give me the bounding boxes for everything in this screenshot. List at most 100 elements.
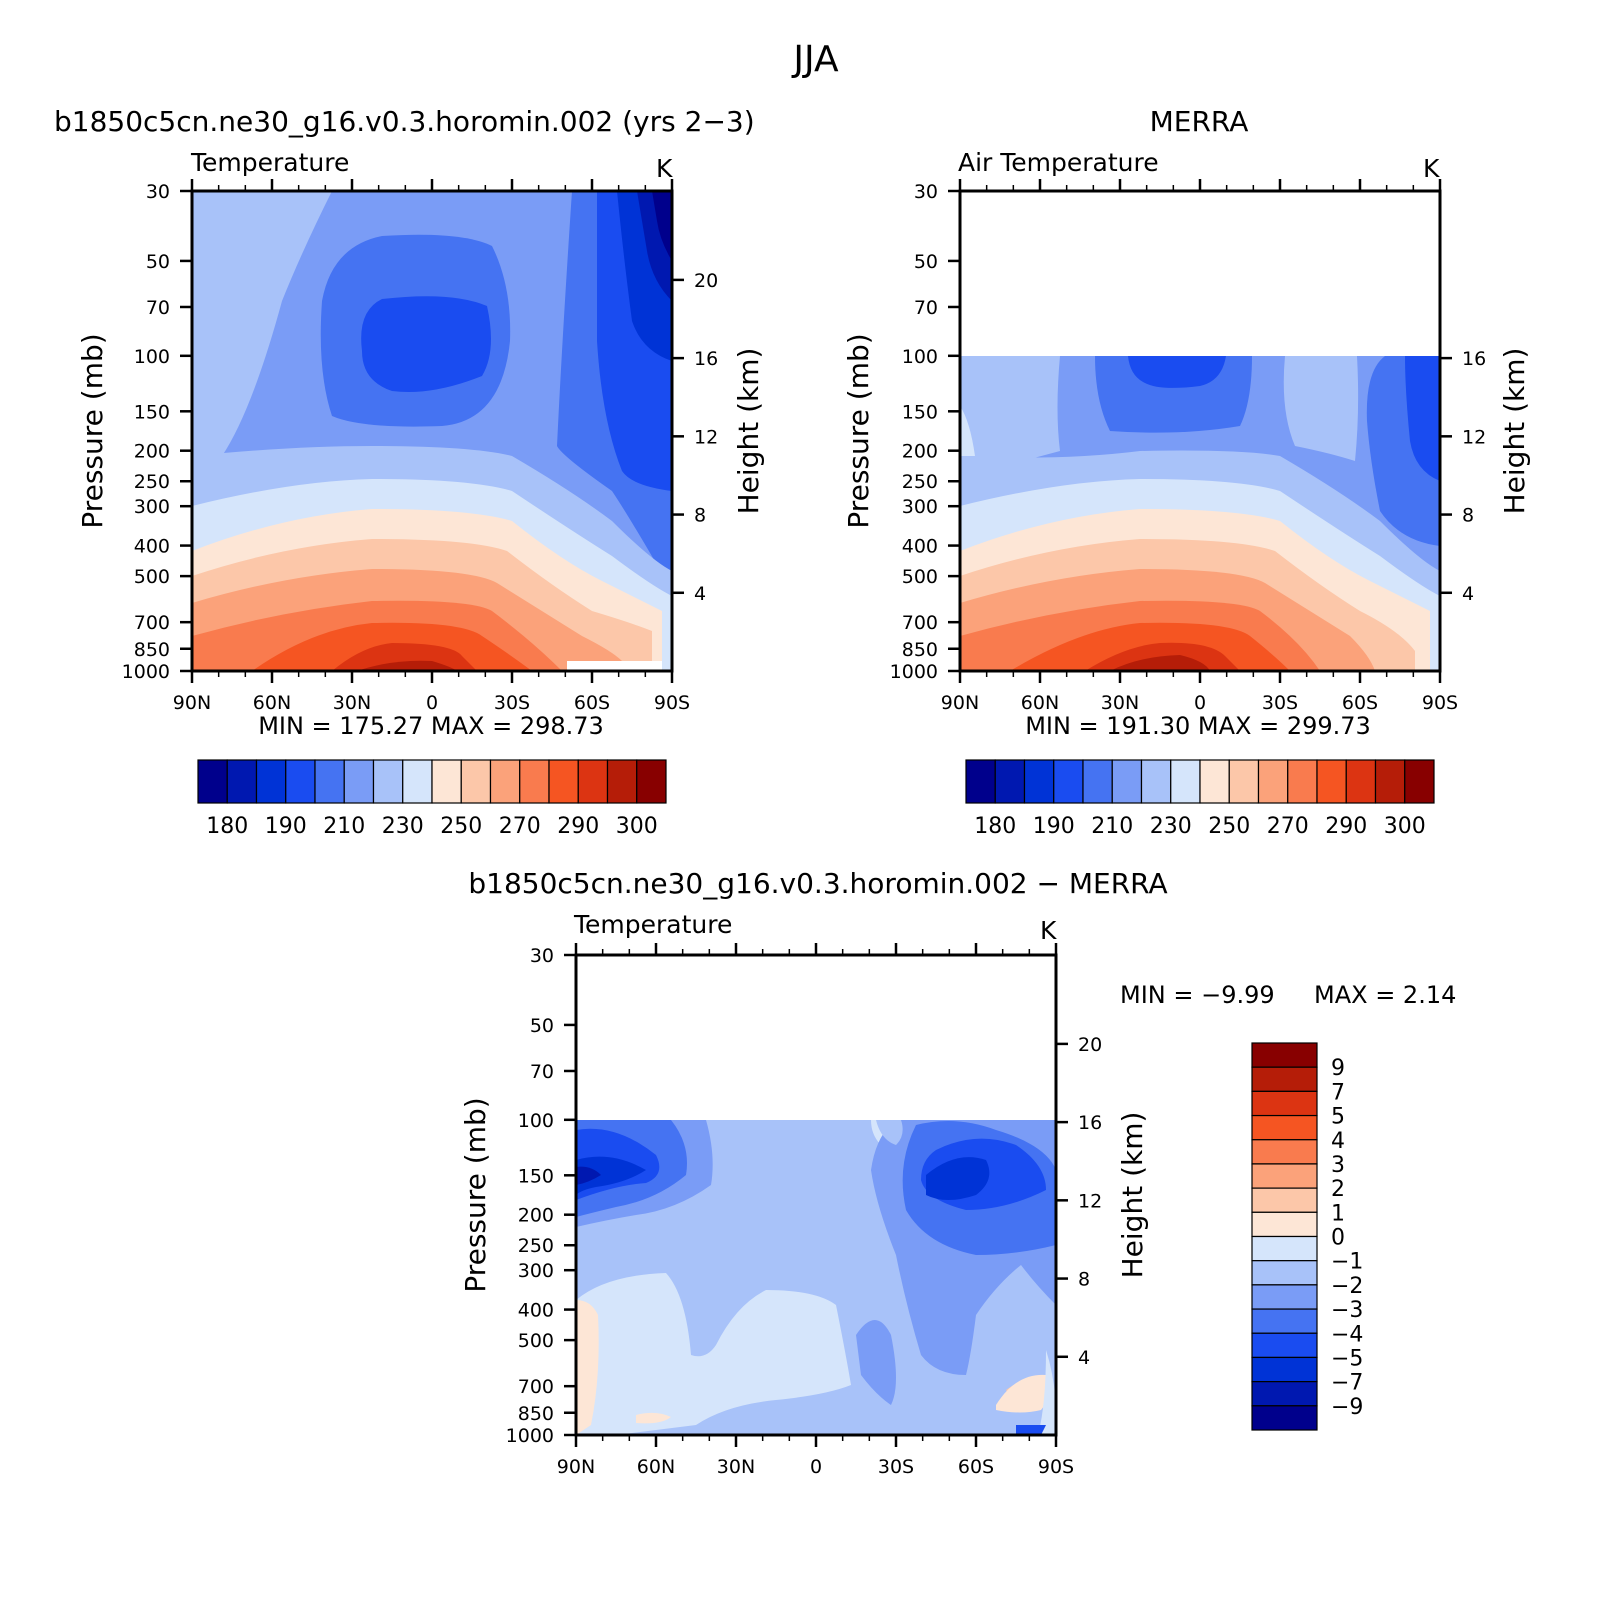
diff-band-m7-sh: [926, 1157, 990, 1200]
colorbar-label: 250: [1208, 814, 1250, 839]
obs-band-250-left: [960, 406, 975, 456]
pressure-tick-label: 250: [134, 471, 170, 493]
height-tick-label: 4: [694, 583, 706, 605]
diff-units-label: K: [1040, 916, 1057, 945]
pressure-tick-label: 1000: [506, 1425, 554, 1447]
diff-band-0-left: [576, 1300, 599, 1435]
colorbar-box: [1082, 759, 1113, 804]
colorbar-label: 290: [1325, 814, 1367, 839]
pressure-tick-label: 850: [902, 639, 938, 661]
colorbar-label: −1: [1331, 1250, 1363, 1275]
colorbar-box: [1345, 759, 1377, 804]
diff-band-0-sh: [996, 1374, 1050, 1413]
colorbar-box: [519, 759, 550, 804]
height-tick-label: 20: [694, 270, 718, 292]
height-tick-label: 16: [1462, 348, 1486, 370]
model-panel-title: b1850c5cn.ne30_g16.v0.3.horomin.002 (yrs…: [54, 105, 755, 138]
colorbar-box: [1251, 1139, 1318, 1165]
lat-tick-label: 90N: [941, 692, 979, 714]
lat-tick-label: 0: [810, 1456, 822, 1478]
colorbar-label: −9: [1331, 1395, 1363, 1420]
colorbar-label: 210: [323, 814, 365, 839]
colorbar-label: −5: [1331, 1346, 1363, 1371]
pressure-tick-label: 300: [902, 496, 938, 518]
lat-tick-label: 30N: [333, 692, 371, 714]
figure-title: JJA: [791, 39, 839, 80]
colorbar-box: [1251, 1187, 1318, 1213]
lat-tick-label: 30S: [878, 1456, 914, 1478]
colorbar-box: [1251, 1066, 1318, 1092]
colorbar-label: 290: [557, 814, 599, 839]
colorbar-box: [994, 759, 1026, 804]
pressure-tick-label: 30: [146, 181, 170, 203]
height-tick-label: 20: [1078, 1034, 1102, 1056]
pressure-tick-label: 50: [146, 251, 170, 273]
colorbar-box: [606, 759, 638, 804]
colorbar-box: [965, 759, 996, 804]
pressure-tick-label: 700: [518, 1376, 554, 1398]
lat-tick-label: 90S: [1038, 1456, 1074, 1478]
obs-band-305: [1110, 655, 1210, 671]
colorbar-label: −4: [1331, 1322, 1363, 1347]
colorbar-box: [1023, 759, 1055, 804]
colorbar-label: 180: [974, 814, 1016, 839]
pressure-tick-label: 1000: [122, 661, 170, 683]
colorbar-label: 5: [1331, 1105, 1345, 1130]
model-minmax: MIN = 175.27 MAX = 298.73: [258, 712, 604, 740]
colorbar-box: [1251, 1356, 1318, 1383]
diff-band-m1-sh: [1038, 1350, 1056, 1435]
colorbar-box: [285, 759, 316, 804]
obs-band-210-sh: [1405, 356, 1440, 481]
diff-band-m7-nh: [576, 1156, 646, 1195]
lat-tick-label: 90S: [654, 692, 690, 714]
colorbar-label: 4: [1331, 1129, 1345, 1154]
height-tick-label: 16: [1078, 1112, 1102, 1134]
colorbar-box: [402, 759, 433, 804]
pressure-tick-label: 50: [530, 1015, 554, 1037]
model-field-label: Temperature: [190, 148, 349, 177]
colorbar-box: [1251, 1308, 1318, 1334]
colorbar-label: 1: [1331, 1201, 1345, 1226]
height-tick-label: 8: [1462, 505, 1474, 527]
colorbar-box: [1199, 759, 1230, 804]
colorbar-label: 300: [1384, 814, 1426, 839]
model-units-label: K: [656, 154, 673, 183]
colorbar-box: [1251, 1284, 1318, 1310]
lat-tick-label: 60N: [253, 692, 291, 714]
model-band-180: [652, 191, 672, 261]
colorbar-box: [1251, 1211, 1318, 1238]
height-tick-label: 4: [1078, 1347, 1090, 1369]
lat-tick-label: 60N: [637, 1456, 675, 1478]
pressure-tick-label: 200: [902, 441, 938, 463]
diff-min-text: MIN = −9.99: [1120, 981, 1275, 1009]
colorbar-box: [314, 759, 345, 804]
colorbar-label: 250: [440, 814, 482, 839]
colorbar-label: 9: [1331, 1056, 1345, 1081]
colorbar-label: 270: [1267, 814, 1309, 839]
diff-band-m2-top: [876, 1120, 903, 1145]
diff-max-text: MAX = 2.14: [1314, 981, 1456, 1009]
colorbar-label: 2: [1331, 1177, 1345, 1202]
pressure-tick-label: 150: [134, 401, 170, 423]
height-tick-label: 4: [1462, 583, 1474, 605]
pressure-tick-label: 50: [914, 251, 938, 273]
pressure-tick-label: 150: [518, 1165, 554, 1187]
colorbar-label: 270: [499, 814, 541, 839]
colorbar-label: 3: [1331, 1153, 1345, 1178]
colorbar-box: [1404, 759, 1435, 804]
pressure-tick-label: 850: [134, 639, 170, 661]
obs-minmax: MIN = 191.30 MAX = 299.73: [1025, 712, 1371, 740]
diff-plot-area: [574, 953, 1058, 1437]
obs-panel-title: MERRA: [1150, 105, 1249, 138]
lat-tick-label: 0: [1194, 692, 1206, 714]
diff-contour-fill: [576, 955, 1056, 1435]
model-band-210: [361, 296, 491, 392]
colorbar-box: [197, 759, 228, 804]
colorbar-box: [1251, 1332, 1318, 1359]
pressure-tick-label: 700: [134, 612, 170, 634]
colorbar-box: [577, 759, 609, 804]
model-ylabel-right: Height (km): [732, 348, 765, 515]
